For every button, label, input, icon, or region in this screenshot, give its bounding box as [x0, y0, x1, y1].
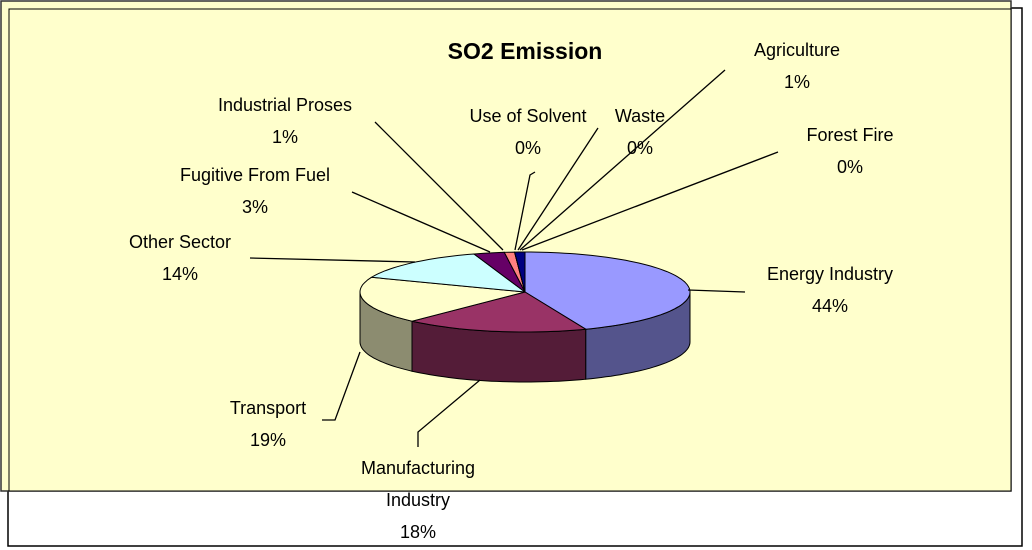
slice-value-label: 14% [161, 264, 199, 284]
slice [524, 251, 691, 330]
slice-value-label: 1% [783, 72, 810, 92]
leader-line [249, 257, 416, 263]
slice-label: Agriculture [753, 40, 841, 60]
slice-value-label: 3% [241, 197, 268, 217]
leader-line [514, 171, 536, 251]
slice-value-label: 19% [249, 430, 287, 450]
slice [472, 251, 526, 293]
slice-value-label: 1% [271, 127, 298, 147]
leader-line [521, 151, 779, 251]
slice-label: Energy Industry [766, 264, 894, 284]
slice-value-label: 0% [514, 138, 541, 158]
leader-line [517, 127, 599, 251]
leader-line [322, 351, 361, 421]
slice-label: Use of Solvent [469, 106, 587, 126]
slice-label: Forest Fire [806, 125, 894, 145]
plot-area [8, 8, 1012, 492]
leader-line [519, 69, 726, 251]
leader-line [351, 191, 491, 253]
slice-label: Transport [229, 398, 307, 418]
leader-line [374, 121, 504, 251]
slice-value-label: 44% [811, 296, 849, 316]
slice-label: Fugitive From Fuel [179, 165, 331, 185]
slice [411, 291, 588, 333]
slice-label: Other Sector [128, 232, 232, 252]
slice-label: Industrial Proses [217, 95, 353, 115]
slice-value-label: 18% [399, 522, 437, 542]
slice-value-label: 0% [626, 138, 653, 158]
leader-line [687, 289, 746, 293]
slice-label: Manufacturing Industry [360, 458, 476, 510]
slice-label: Waste [614, 106, 666, 126]
chart-title: SO2 Emission [447, 38, 603, 64]
slice-value-label: 0% [836, 157, 863, 177]
leader-line [417, 379, 481, 447]
